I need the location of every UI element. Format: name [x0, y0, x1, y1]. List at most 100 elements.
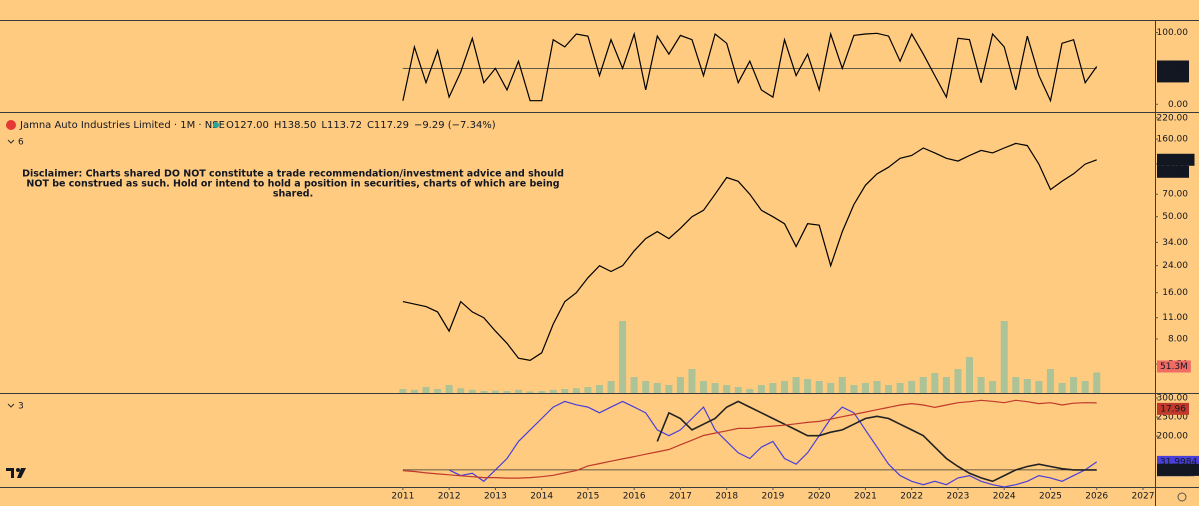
volume-bar: [410, 389, 418, 393]
volume-bar: [873, 381, 881, 393]
volume-bar: [861, 383, 869, 393]
x-tick-label: 2026: [1085, 492, 1108, 502]
y-tick-label: 250.00: [1157, 413, 1189, 423]
volume-bar: [885, 385, 893, 393]
volume-bar: [445, 385, 453, 393]
x-tick-label: 2025: [1039, 492, 1062, 502]
y-tick-label: 160.00: [1157, 135, 1189, 145]
ohlc-value: −9.29 (−7.34%): [414, 120, 496, 131]
disclaimer-line: NOT be construed as such. Hold or intend…: [26, 179, 559, 190]
volume-bar: [1012, 377, 1020, 393]
volume-bar: [676, 377, 684, 393]
volume-bar: [792, 377, 800, 393]
volume-bar: [966, 357, 974, 393]
volume-bar: [422, 387, 430, 393]
volume-bar: [954, 369, 962, 393]
x-tick-label: 2018: [715, 492, 738, 502]
y-tick-label: 11.00: [1162, 313, 1188, 323]
volume-bar: [734, 387, 742, 393]
ohlc-value: O127.00: [226, 120, 269, 131]
x-tick-label: 2019: [761, 492, 784, 502]
volume-bar: [526, 391, 534, 393]
volume-bar: [1081, 381, 1089, 393]
y-tick-label: 24.00: [1162, 261, 1188, 271]
series-line: [402, 399, 1097, 479]
volume-bar: [989, 381, 997, 393]
x-tick-label: 2023: [946, 492, 969, 502]
volume-bar: [538, 391, 546, 393]
volume-bar: [607, 381, 615, 393]
disclaimer-line: Disclaimer: Charts shared DO NOT constit…: [22, 169, 564, 180]
volume-bar: [503, 391, 511, 393]
axis-label: 51.3M: [1160, 362, 1188, 372]
symbol-title[interactable]: Jamna Auto Industries Limited · 1M · NSE: [19, 120, 225, 131]
volume-bar: [1058, 383, 1066, 393]
pane-count: 6: [18, 138, 24, 148]
volume-bar: [1046, 369, 1054, 393]
volume-bar: [457, 388, 465, 393]
volume-bar: [827, 383, 835, 393]
volume-bar: [711, 383, 719, 393]
tv-logo: [6, 468, 26, 478]
y-tick-label: 34.00: [1162, 238, 1188, 248]
collapse-icon[interactable]: [7, 139, 15, 144]
x-tick-label: 2013: [484, 492, 507, 502]
x-tick-label: 2017: [669, 492, 692, 502]
volume-bar: [896, 383, 904, 393]
x-tick-label: 2024: [993, 492, 1016, 502]
volume-bar: [780, 381, 788, 393]
axis-label-box: [1157, 463, 1199, 476]
x-tick-label: 2022: [900, 492, 923, 502]
axis-label: 50.00: [1160, 72, 1186, 82]
symbol-logo: [6, 120, 16, 130]
collapse-icon[interactable]: [7, 403, 15, 408]
volume-bar: [561, 389, 569, 393]
series-line: [448, 400, 1098, 488]
volume-bar: [942, 377, 950, 393]
volume-bar: [838, 377, 846, 393]
volume-bar: [595, 385, 603, 393]
volume-bar: [642, 381, 650, 393]
pane-frame: [0, 20, 1199, 506]
axis-label: 117.29: [1160, 155, 1192, 165]
x-tick-label: 2015: [576, 492, 599, 502]
x-tick-label: 2020: [808, 492, 831, 502]
axis-label: 31.9984: [1160, 457, 1197, 467]
volume-bar: [850, 385, 858, 393]
volume-bar: [468, 389, 476, 393]
settings-icon[interactable]: [1177, 492, 1187, 502]
volume-bar: [491, 390, 499, 393]
volume-bar: [549, 389, 557, 393]
volume-bar: [769, 383, 777, 393]
series-line: [402, 31, 1098, 103]
volume-bar: [480, 391, 488, 393]
disclaimer-line: shared.: [273, 189, 313, 200]
y-tick-label: 70.00: [1162, 190, 1188, 200]
y-tick-label: 200.00: [1157, 432, 1189, 442]
ohlc-value: L113.72: [321, 120, 362, 131]
y-tick-label: 100.00: [1157, 28, 1189, 38]
volume-bar: [746, 389, 754, 393]
y-tick-label: 50.00: [1162, 212, 1188, 222]
volume-bar: [1035, 381, 1043, 393]
pane-count: 3: [18, 402, 24, 412]
volume-bar: [919, 377, 927, 393]
countdown: 1d 5h: [1162, 167, 1188, 177]
series-line: [656, 400, 1097, 483]
volume-bar: [977, 377, 985, 393]
axis-label-box: [1157, 402, 1189, 415]
volume-bar: [1070, 377, 1078, 393]
ohlc-value: H138.50: [274, 120, 317, 131]
volume-bar: [688, 369, 696, 393]
volume-bar: [630, 377, 638, 393]
axis-label: 17.96: [1160, 404, 1186, 414]
volume-bar: [908, 381, 916, 393]
volume-bar: [399, 389, 407, 393]
x-tick-label: 2012: [438, 492, 461, 502]
volume-bar: [815, 381, 823, 393]
axis-label: 25.0000: [1160, 465, 1197, 475]
volume-bar: [931, 373, 939, 393]
y-tick-label: 220.00: [1157, 113, 1189, 123]
ohlc-legend: O127.00 H138.50 L113.72 C117.29 −9.29 (−7.34…: [226, 120, 496, 131]
